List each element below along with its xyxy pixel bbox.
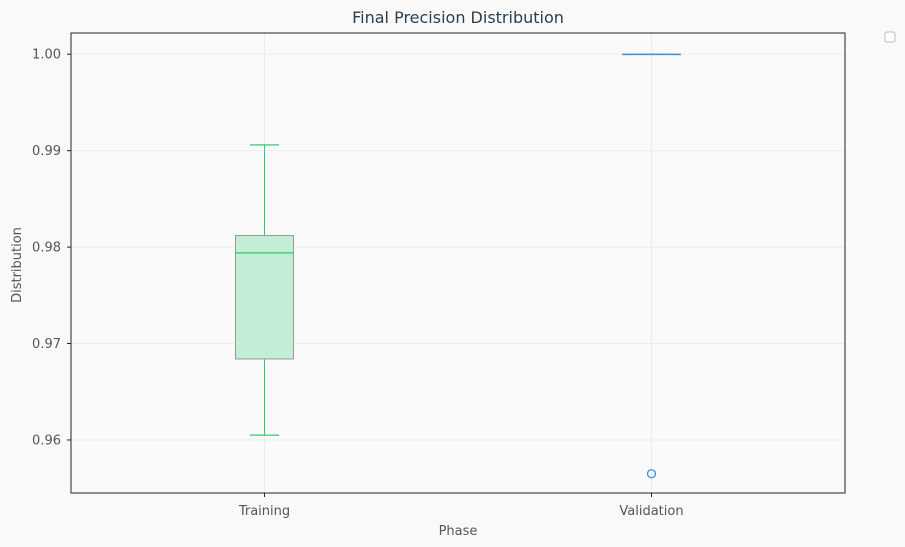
- box-plot-training: [235, 144, 294, 436]
- y-tick-label: 0.96: [32, 433, 61, 448]
- plot-background: [71, 33, 845, 493]
- y-axis: 0.96 0.97 0.98 0.99 1.00: [32, 48, 71, 448]
- box-plot-validation: [622, 53, 681, 479]
- y-tick-label: 0.99: [32, 144, 61, 159]
- iqr-box: [235, 235, 294, 360]
- y-tick-label: 0.97: [32, 337, 61, 352]
- y-tick-label: 1.00: [32, 48, 61, 63]
- x-axis: Training Validation: [238, 493, 684, 519]
- chart-title: Final Precision Distribution: [352, 8, 564, 27]
- box-plots: [235, 53, 681, 479]
- plot-area: [70, 32, 846, 494]
- legend-box: [884, 31, 896, 43]
- plot-frame: [70, 32, 846, 494]
- y-tick-label: 0.98: [32, 241, 61, 256]
- legend: [884, 31, 896, 43]
- x-tick-label: Training: [238, 504, 290, 519]
- x-tick-label: Validation: [619, 504, 683, 519]
- y-axis-label: Distribution: [10, 227, 25, 303]
- outlier-point: [646, 469, 657, 479]
- x-axis-label: Phase: [439, 524, 478, 539]
